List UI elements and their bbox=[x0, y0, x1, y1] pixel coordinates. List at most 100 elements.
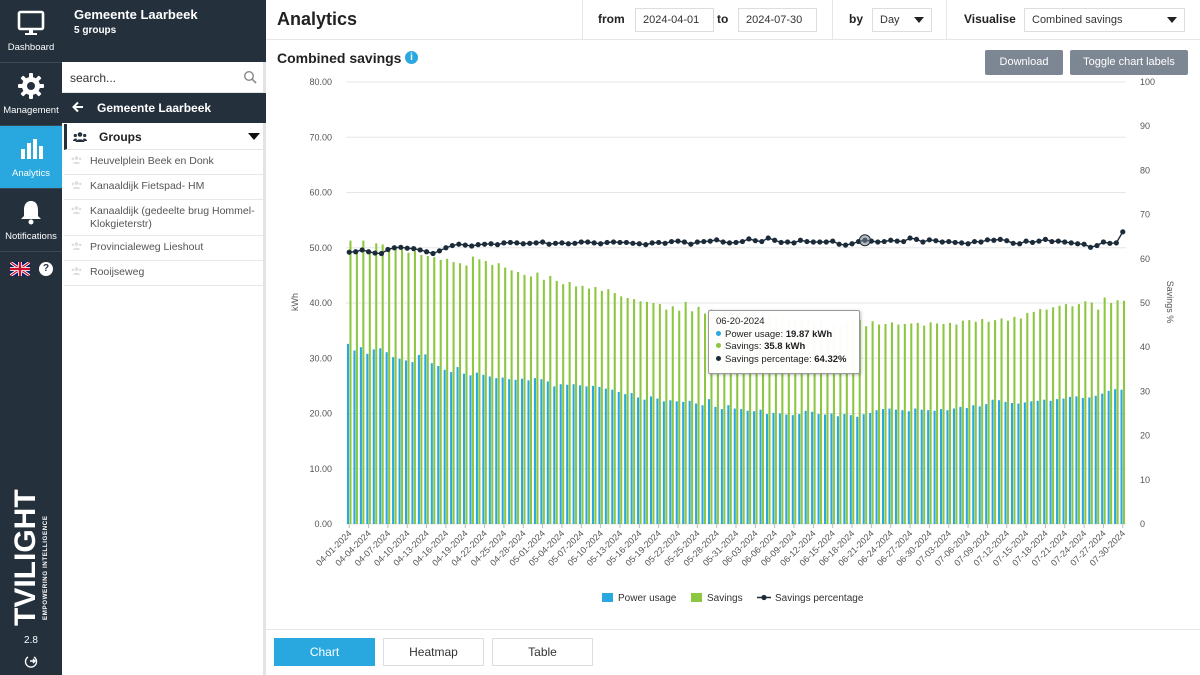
tab-heatmap[interactable]: Heatmap bbox=[383, 638, 484, 666]
power-usage-bar bbox=[675, 401, 678, 524]
back-arrow-icon[interactable] bbox=[72, 101, 84, 113]
info-icon[interactable]: i bbox=[405, 51, 418, 64]
power-usage-bar bbox=[366, 353, 369, 524]
y2-tick-label: 0 bbox=[1140, 519, 1145, 529]
interval-select[interactable]: Day bbox=[872, 8, 932, 32]
from-date-input[interactable]: 2024-04-01 bbox=[635, 8, 714, 32]
savings-bar bbox=[755, 315, 758, 524]
search-icon[interactable] bbox=[243, 70, 257, 84]
savings-percentage-point bbox=[991, 237, 997, 243]
legend-pct-label: Savings percentage bbox=[775, 593, 864, 604]
savings-percentage-point bbox=[946, 238, 952, 245]
nav-analytics[interactable]: Analytics bbox=[0, 126, 62, 188]
savings-percentage-point bbox=[881, 238, 887, 245]
y2-tick-label: 20 bbox=[1140, 431, 1150, 441]
savings-percentage-point bbox=[630, 240, 636, 246]
power-usage-bar bbox=[707, 399, 711, 524]
nav-management[interactable]: Management bbox=[0, 63, 62, 125]
savings-percentage-point bbox=[817, 239, 823, 245]
power-usage-bar bbox=[1101, 393, 1104, 524]
power-usage-bar bbox=[359, 347, 362, 524]
power-usage-bar bbox=[1017, 403, 1020, 524]
y2-axis-ticks: 0 10 20 30 40 50 60 70 80 90 100 bbox=[1140, 77, 1155, 529]
savings-bar bbox=[1052, 307, 1055, 524]
chart-tooltip: 06-20-2024 Power usage: 19.87 kWh Saving… bbox=[708, 310, 860, 374]
power-usage-bar bbox=[514, 379, 517, 524]
power-usage-bar bbox=[475, 372, 478, 524]
to-date-input[interactable]: 2024-07-30 bbox=[738, 8, 817, 32]
nav-dashboard[interactable]: Dashboard bbox=[0, 0, 62, 62]
savings-percentage-point bbox=[830, 238, 836, 244]
savings-bar bbox=[1116, 300, 1119, 524]
tooltip-savings-dot bbox=[716, 343, 721, 348]
savings-bar bbox=[897, 324, 900, 524]
savings-percentage-point bbox=[849, 241, 855, 247]
power-usage-bar bbox=[927, 410, 930, 524]
nav-notifications[interactable]: Notifications bbox=[0, 189, 62, 251]
savings-percentage-point bbox=[797, 237, 804, 243]
power-usage-bar bbox=[501, 377, 504, 524]
savings-bar bbox=[800, 320, 803, 524]
power-usage-bar bbox=[998, 400, 1001, 524]
savings-percentage-point bbox=[726, 240, 733, 246]
search-box bbox=[62, 62, 266, 93]
savings-bar bbox=[761, 314, 765, 524]
power-usage-bar bbox=[669, 400, 672, 524]
tooltip-savings-row: Savings: 35.8 kWh bbox=[716, 341, 852, 354]
download-button[interactable]: Download bbox=[985, 50, 1063, 75]
group-item[interactable]: Heuvelplein Beek en Donk bbox=[64, 150, 266, 175]
y2-tick-label: 40 bbox=[1140, 342, 1150, 352]
groups-header[interactable]: Groups bbox=[64, 124, 266, 150]
breadcrumb[interactable]: Gemeente Laarbeek bbox=[62, 93, 266, 123]
savings-percentage-line bbox=[346, 229, 1126, 257]
savings-bar bbox=[484, 261, 487, 524]
search-input[interactable] bbox=[70, 69, 238, 87]
savings-percentage-point bbox=[733, 239, 739, 246]
y-tick-label: 30.00 bbox=[309, 353, 332, 363]
chevron-down-icon[interactable] bbox=[248, 133, 260, 140]
savings-percentage-point bbox=[965, 241, 971, 247]
combined-savings-chart[interactable]: 0.00 10.00 20.00 30.00 40.00 50.00 60.00 70.00 8… bbox=[266, 74, 1200, 614]
savings-percentage-point bbox=[417, 247, 423, 253]
savings-bar bbox=[375, 243, 378, 524]
savings-percentage-point bbox=[1100, 239, 1107, 245]
savings-percentage-point bbox=[533, 240, 539, 246]
logout-icon[interactable] bbox=[24, 654, 38, 668]
savings-percentage-point bbox=[598, 241, 604, 247]
power-usage-bar bbox=[759, 409, 762, 524]
savings-bar bbox=[820, 322, 823, 524]
group-item[interactable]: Kanaaldijk (gedeelte brug Hommel-Klokgie… bbox=[64, 200, 266, 236]
savings-percentage-point bbox=[707, 238, 713, 244]
toggle-chart-labels-button[interactable]: Toggle chart labels bbox=[1070, 50, 1188, 75]
visualise-value: Combined savings bbox=[1032, 14, 1123, 26]
savings-bar bbox=[542, 279, 545, 524]
power-usage-bar bbox=[624, 394, 627, 524]
tab-table[interactable]: Table bbox=[492, 638, 593, 666]
nav-analytics-label: Analytics bbox=[11, 168, 50, 179]
uk-flag-icon[interactable] bbox=[10, 262, 30, 276]
group-item[interactable]: Rooijseweg bbox=[64, 261, 266, 286]
help-icon[interactable]: ? bbox=[39, 262, 53, 276]
savings-bar bbox=[452, 262, 455, 524]
tooltip-power-row: Power usage: 19.87 kWh bbox=[716, 329, 852, 342]
savings-percentage-point bbox=[527, 240, 533, 246]
power-usage-bar bbox=[978, 406, 981, 524]
savings-bar bbox=[1000, 318, 1003, 524]
savings-percentage-point bbox=[971, 238, 978, 245]
savings-percentage-point bbox=[552, 240, 559, 246]
power-usage-bar bbox=[527, 380, 530, 524]
savings-percentage-point bbox=[559, 240, 565, 246]
nav-divider bbox=[0, 251, 62, 252]
power-usage-bar bbox=[456, 367, 459, 524]
y-axis-ticks: 0.00 10.00 20.00 30.00 40.00 50.00 60.00 70.00 8… bbox=[309, 77, 332, 529]
y2-tick-label: 90 bbox=[1140, 121, 1150, 131]
tooltip-date: 06-20-2024 bbox=[716, 316, 765, 327]
group-item[interactable]: Provincialeweg Lieshout bbox=[64, 236, 266, 261]
savings-percentage-point bbox=[662, 240, 668, 246]
savings-percentage-point bbox=[1010, 240, 1016, 246]
visualise-select[interactable]: Combined savings bbox=[1024, 8, 1185, 32]
group-item[interactable]: Kanaaldijk Fietspad- HM bbox=[64, 175, 266, 200]
power-usage-bar bbox=[1004, 401, 1007, 524]
savings-percentage-point bbox=[540, 239, 546, 245]
tab-chart[interactable]: Chart bbox=[274, 638, 375, 666]
